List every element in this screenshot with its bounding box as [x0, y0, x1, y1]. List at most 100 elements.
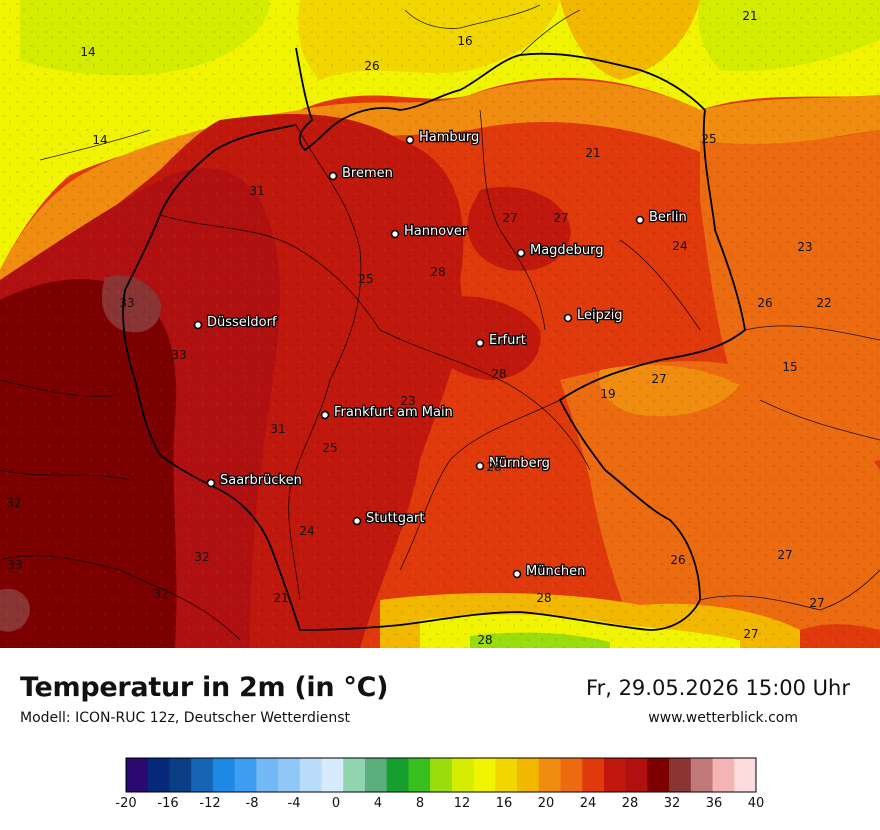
city-dot — [352, 516, 362, 526]
temperature-value-label: 33 — [7, 558, 22, 572]
city-label: Nürnberg — [489, 456, 550, 471]
color-scale-segment — [169, 758, 192, 792]
city-marker: Düsseldorf — [193, 314, 278, 331]
temperature-value-label: 14 — [92, 133, 107, 147]
temperature-value-label: 33 — [171, 348, 186, 362]
color-scale-segment — [212, 758, 235, 792]
city-dot — [328, 171, 338, 181]
color-scale-tick-label: 4 — [373, 796, 383, 811]
city-marker: Bremen — [328, 165, 394, 182]
city-label: Stuttgart — [366, 511, 424, 526]
color-scale-tick-label: 36 — [705, 796, 723, 811]
temperature-value-label: 21 — [742, 9, 757, 23]
temperature-value-label: 33 — [119, 296, 134, 310]
color-scale-segment — [191, 758, 214, 792]
color-scale-tick-label: -4 — [287, 796, 301, 811]
city-marker: Erfurt — [475, 332, 527, 349]
color-scale-segment — [517, 758, 540, 792]
city-marker: Frankfurt am Main — [320, 404, 454, 421]
color-scale-tick-label: -8 — [245, 796, 259, 811]
temperature-value-label: 32 — [6, 496, 21, 510]
temperature-value-label: 27 — [743, 627, 758, 641]
city-label: Frankfurt am Main — [334, 405, 453, 420]
temperature-value-label: 28 — [486, 460, 501, 474]
color-scale-tick-label: 28 — [621, 796, 639, 811]
color-scale-segment — [408, 758, 431, 792]
temperature-value-label: 25 — [358, 272, 373, 286]
temperature-value-label: 14 — [80, 45, 95, 59]
temperature-value-label: 19 — [600, 387, 615, 401]
temperature-value-label: 27 — [777, 548, 792, 562]
color-scale-segment — [364, 758, 387, 792]
color-scale-tick-label: 24 — [579, 796, 597, 811]
city-marker: Nürnberg — [475, 455, 551, 472]
city-label: Saarbrücken — [220, 473, 302, 488]
city-label: Leipzig — [577, 308, 623, 323]
color-scale-segment — [278, 758, 301, 792]
temperature-value-label: 24 — [672, 239, 687, 253]
color-scale-segment — [734, 758, 757, 792]
color-scale-tick-label: 40 — [747, 796, 765, 811]
temperature-value-label: 28 — [536, 591, 551, 605]
city-dot — [475, 461, 485, 471]
color-scale-segment — [147, 758, 170, 792]
temperature-value-label: 15 — [782, 360, 797, 374]
temperature-value-label: 31 — [249, 184, 264, 198]
city-dot — [320, 410, 330, 420]
temperature-value-label: 24 — [299, 524, 314, 538]
color-scale-segment — [126, 758, 149, 792]
temperature-color-scale — [125, 757, 757, 793]
color-scale-segment — [603, 758, 626, 792]
temperature-value-label: 28 — [430, 265, 445, 279]
color-scale-segment — [625, 758, 648, 792]
temperature-value-label: 32 — [194, 550, 209, 564]
city-label: Düsseldorf — [207, 315, 277, 330]
color-scale-tick-label: 12 — [453, 796, 471, 811]
color-scale-tick-label: -20 — [115, 796, 137, 811]
city-dot — [193, 320, 203, 330]
city-dot — [563, 313, 573, 323]
temperature-value-label: 26 — [670, 553, 685, 567]
temperature-value-label: 26 — [364, 59, 379, 73]
forecast-datetime: Fr, 29.05.2026 15:00 Uhr — [586, 676, 850, 700]
temperature-value-label: 28 — [477, 633, 492, 647]
city-dot — [206, 478, 216, 488]
color-scale-tick-label: -16 — [157, 796, 179, 811]
color-scale-segment — [495, 758, 518, 792]
color-scale-tick-label: 8 — [415, 796, 425, 811]
model-source: Modell: ICON-RUC 12z, Deutscher Wetterdi… — [20, 710, 351, 726]
temperature-value-label: 23 — [400, 394, 415, 408]
color-scale-tick-label: 0 — [331, 796, 341, 811]
temperature-value-label: 31 — [270, 422, 285, 436]
city-marker: Saarbrücken — [206, 472, 303, 489]
temperature-value-label: 28 — [491, 367, 506, 381]
color-scale-segment — [343, 758, 366, 792]
color-scale-segment — [321, 758, 344, 792]
color-scale-tick-label: 20 — [537, 796, 555, 811]
color-scale-segment — [690, 758, 713, 792]
city-label: München — [526, 564, 585, 579]
color-scale-border — [125, 757, 757, 793]
color-scale-segment — [430, 758, 453, 792]
temperature-value-label: 27 — [502, 211, 517, 225]
map-title: Temperatur in 2m (in °C) — [20, 672, 389, 703]
color-scale-segment — [538, 758, 561, 792]
temperature-value-label: 21 — [273, 591, 288, 605]
color-scale-segment — [451, 758, 474, 792]
temperature-map: Hamburg Bremen Berlin Hannover Magdeburg Leip… — [0, 0, 880, 648]
color-scale-segment — [712, 758, 735, 792]
city-label: Bremen — [342, 166, 393, 181]
city-label: Hamburg — [419, 130, 479, 145]
website-link[interactable]: www.wetterblick.com — [648, 710, 798, 726]
city-marker: Hannover — [390, 223, 469, 240]
color-scale-tick-label: 16 — [495, 796, 513, 811]
city-dot — [475, 338, 485, 348]
temperature-value-label: 21 — [585, 146, 600, 160]
temperature-value-label: 27 — [553, 211, 568, 225]
color-scale-tick-label: 32 — [663, 796, 681, 811]
city-marker: Berlin — [635, 209, 688, 226]
color-scale-segment — [647, 758, 670, 792]
temperature-value-label: 22 — [816, 296, 831, 310]
city-marker: Magdeburg — [516, 242, 605, 259]
city-label: Magdeburg — [530, 243, 604, 258]
